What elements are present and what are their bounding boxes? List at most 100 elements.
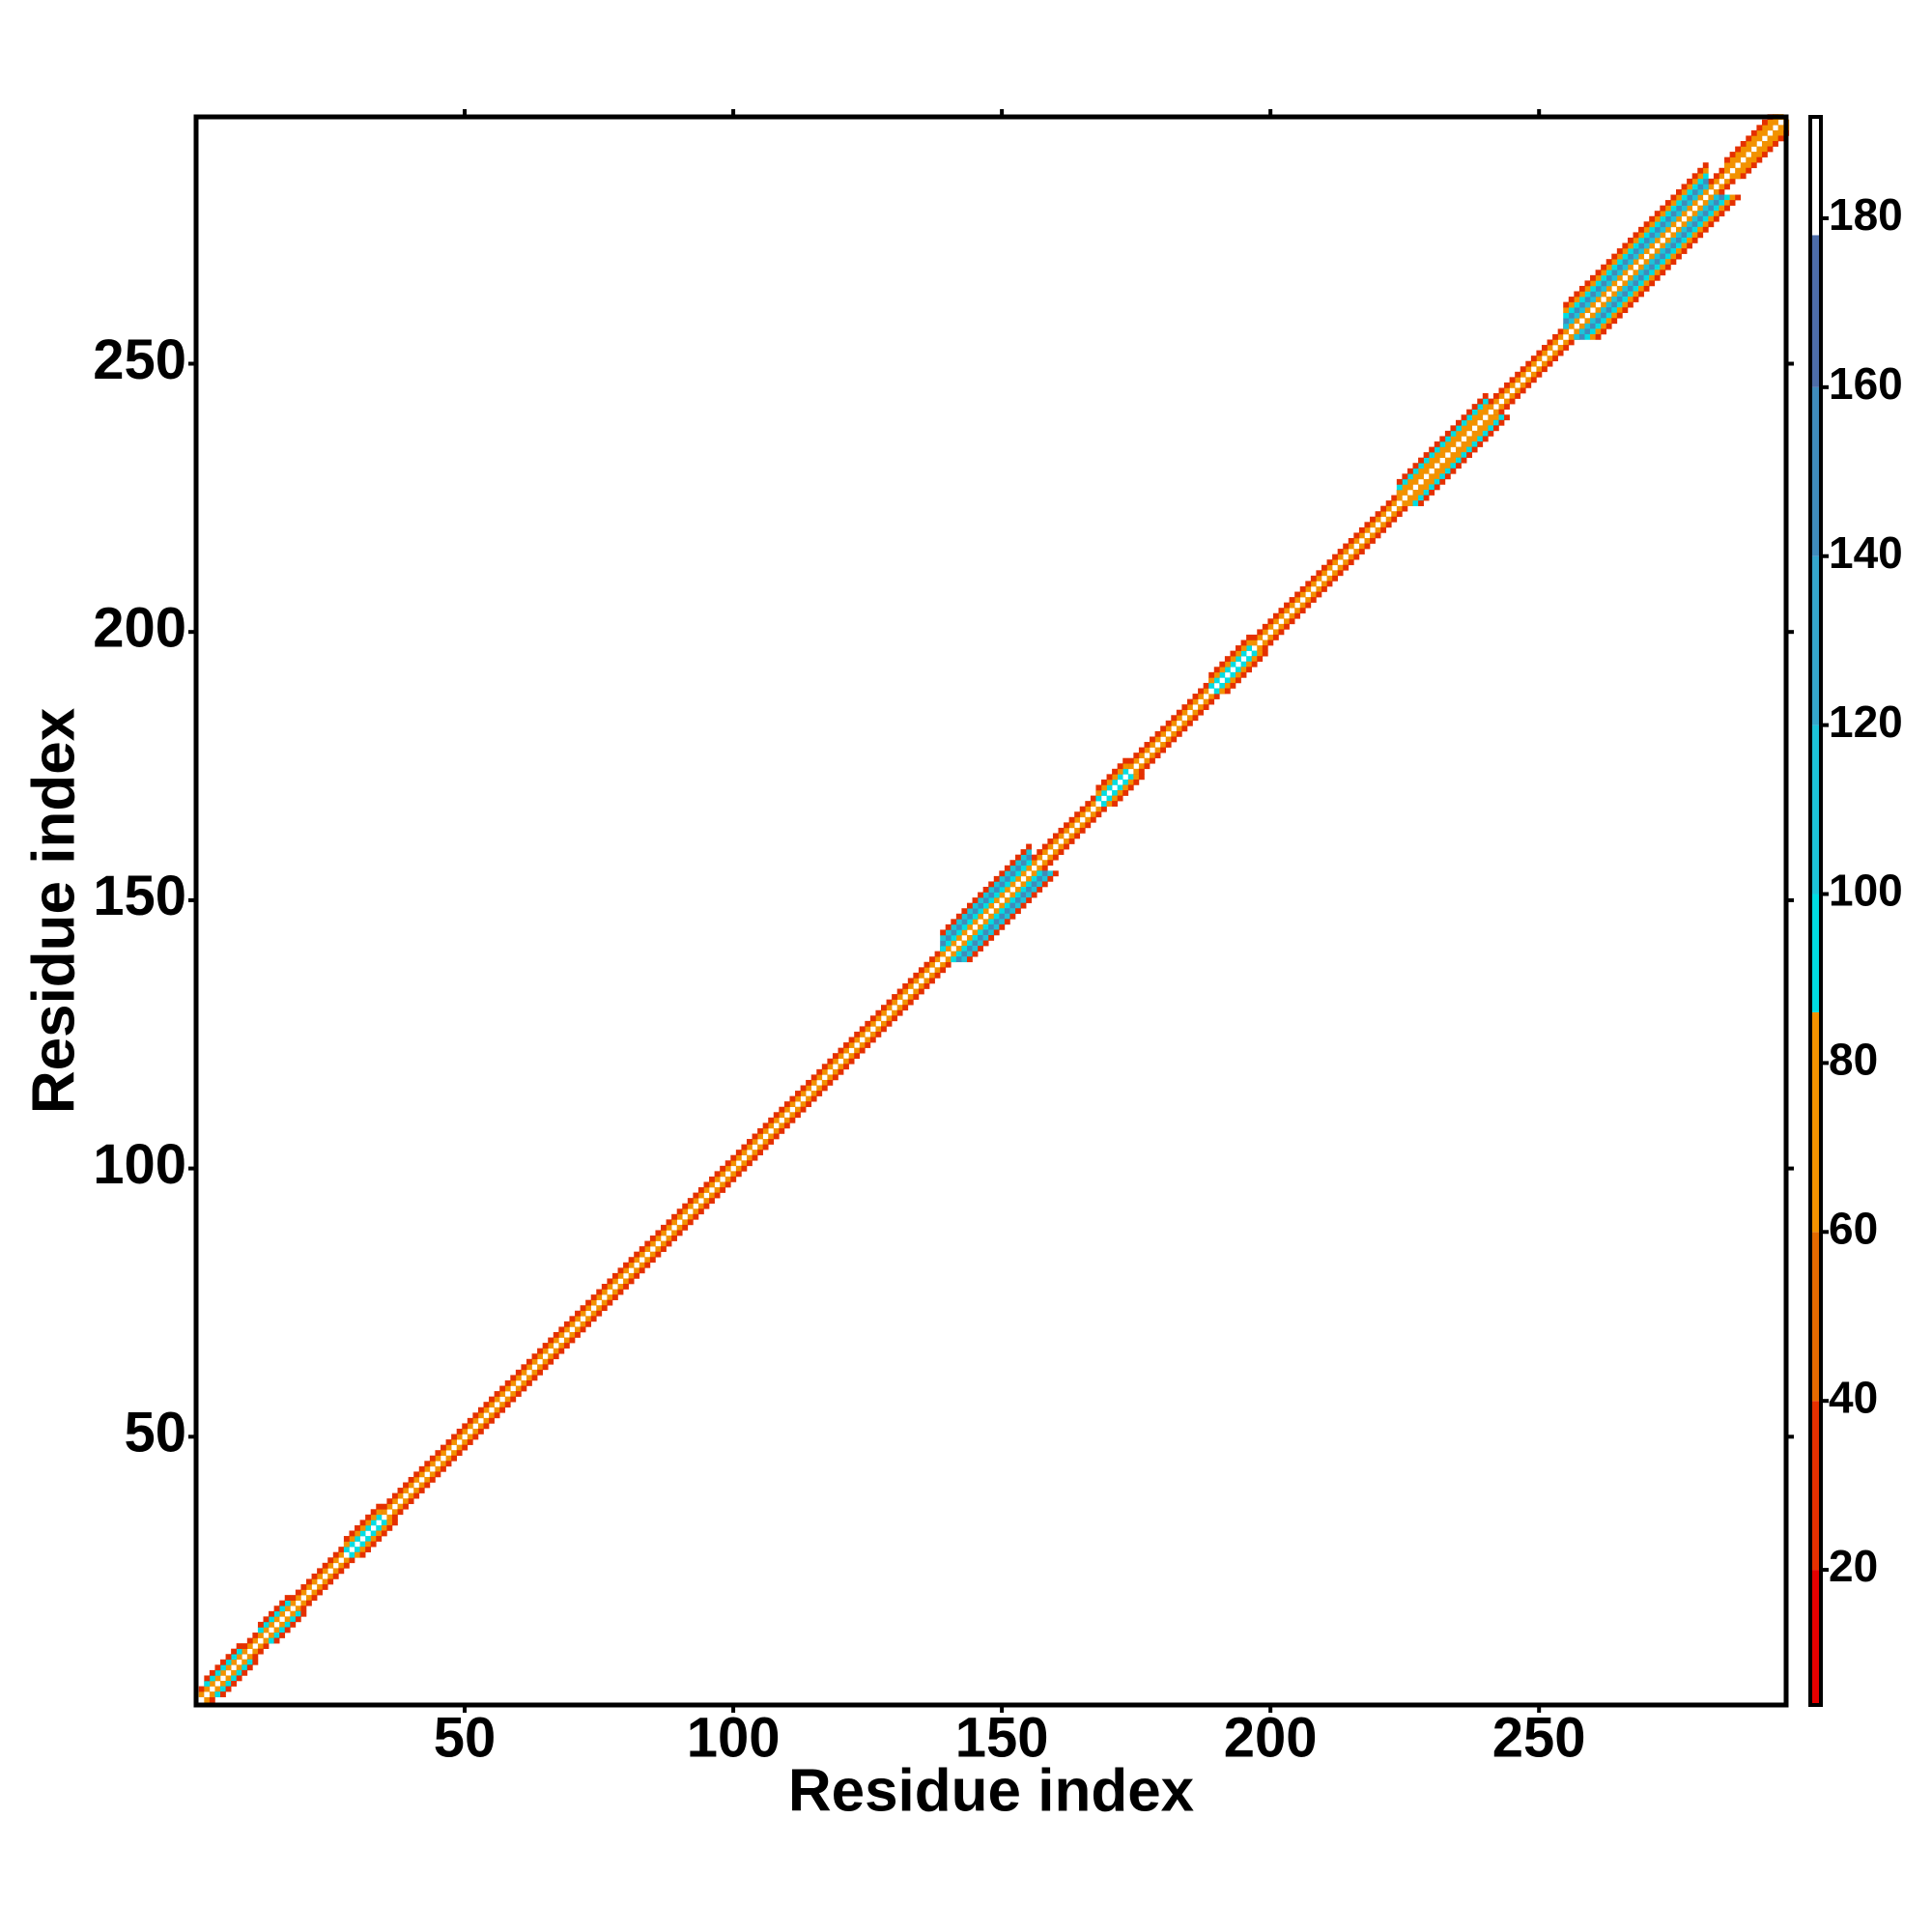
heatmap-cell [1396,495,1403,501]
heatmap-cell [1370,522,1376,528]
heatmap-cell [1660,232,1666,239]
heatmap-cell [1310,585,1317,592]
heatmap-cell [1456,452,1462,458]
heatmap-cell [934,956,941,963]
heatmap-cell [1687,232,1692,239]
heatmap-cell [993,875,1000,882]
heatmap-cell [1611,253,1618,260]
heatmap-cell [1434,446,1440,453]
heatmap-cell [628,1267,635,1274]
heatmap-cell [359,1524,366,1531]
heatmap-cell [1219,682,1226,689]
heatmap-cell [779,1117,785,1123]
heatmap-cell [1504,414,1510,421]
heatmap-cell [1735,156,1742,163]
heatmap-cell [327,1557,334,1564]
heatmap-cell [907,988,914,995]
heatmap-cell [1047,870,1054,877]
heatmap-cell [671,1230,677,1236]
heatmap-cell [252,1648,259,1655]
heatmap-cell [1171,725,1178,732]
heatmap-cell [848,1037,855,1043]
heatmap-cell [355,1524,360,1531]
heatmap-cell [1213,677,1220,684]
heatmap-cell [1746,140,1752,147]
colorbar-tick-label: 120 [1829,696,1903,747]
heatmap-cell [709,1192,715,1199]
heatmap-cell [1429,468,1435,474]
heatmap-cell [1020,849,1027,855]
heatmap-cell [634,1267,640,1274]
heatmap-cell [1627,242,1634,249]
heatmap-cell [1563,318,1570,325]
heatmap-cell [327,1568,334,1575]
heatmap-cell [381,1530,387,1537]
heatmap-cell [703,1192,710,1199]
heatmap-cell [982,887,989,893]
heatmap-cell [886,1015,893,1022]
heatmap-cell [317,1573,323,1579]
heatmap-cell [1041,860,1048,867]
heatmap-cell [1627,253,1634,260]
heatmap-cell [1326,570,1333,577]
heatmap-cell [940,967,947,974]
heatmap-cell [1729,152,1736,157]
heatmap-cell [585,1316,592,1322]
heatmap-cell [1681,237,1688,243]
heatmap-cell [1601,264,1607,270]
heatmap-cell [1198,698,1204,705]
heatmap-cell [1504,382,1510,388]
heatmap-cell [1627,248,1634,254]
heatmap-cell [816,1068,823,1075]
heatmap-cell [1627,237,1634,243]
colorbar-tick-label: 60 [1829,1203,1878,1253]
heatmap-cell [349,1557,355,1564]
heatmap-cell [639,1251,645,1258]
heatmap-cell [1230,671,1236,678]
heatmap-cell [1305,581,1312,587]
heatmap-cell [1643,274,1650,281]
heatmap-cell [1664,232,1671,239]
heatmap-cell [1020,865,1027,871]
heatmap-cell [257,1621,264,1628]
heatmap-cell [1112,779,1118,785]
heatmap-cell [988,908,995,915]
heatmap-cell [418,1476,425,1483]
heatmap-cell [370,1530,377,1537]
heatmap-cell [467,1439,473,1445]
heatmap-cell [1026,865,1033,871]
heatmap-cell [429,1461,436,1467]
heatmap-cell [988,919,995,925]
heatmap-cell [1471,446,1478,453]
heatmap-cell [810,1085,817,1092]
heatmap-cell [1670,221,1677,228]
heatmap-cell [225,1669,232,1676]
heatmap-cell [1520,366,1526,373]
heatmap-cell [1627,301,1634,308]
heatmap-cell [1643,226,1650,233]
heatmap-cell [865,1026,871,1033]
heatmap-cell [1525,360,1532,367]
heatmap-cell [892,999,897,1006]
heatmap-cell [907,978,914,984]
heatmap-cell [418,1471,425,1478]
heatmap-cell [1020,860,1027,867]
heatmap-cell [1198,688,1204,695]
heatmap-cell [762,1122,769,1129]
heatmap-cell [1676,242,1682,249]
heatmap-cell [795,1101,801,1108]
heatmap-cell [999,881,1006,888]
heatmap-cell [1171,715,1178,722]
x-axis-title: Residue index [788,1757,1195,1824]
heatmap-cell [1638,270,1644,276]
heatmap-cell [542,1348,549,1354]
heatmap-cell [1150,747,1155,753]
heatmap-cell [1444,436,1451,442]
heatmap-cell [1348,559,1354,566]
heatmap-cell [1186,720,1193,726]
heatmap-cell [1574,297,1580,302]
heatmap-cell [1321,564,1327,571]
heatmap-cell [779,1122,785,1129]
heatmap-cell [655,1246,662,1252]
heatmap-cell [300,1610,307,1617]
